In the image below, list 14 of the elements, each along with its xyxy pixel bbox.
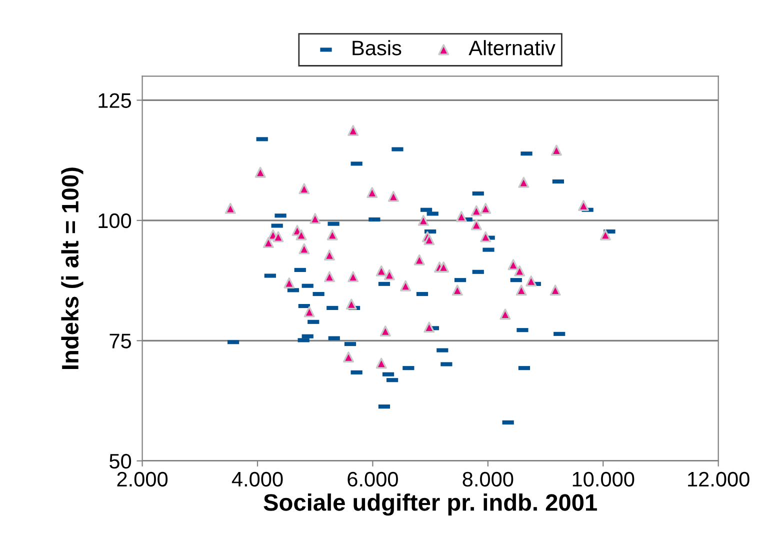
x-tick-label: 10.000	[572, 472, 634, 487]
y-tick-label: 50	[110, 454, 132, 469]
legend-label: Basis	[352, 40, 402, 56]
y-axis-title: Indeks (i alt = 100)	[61, 168, 84, 369]
y-tick-label: 125	[98, 93, 132, 108]
y-tick-label: 75	[110, 334, 131, 348]
legend-label: Alternativ	[468, 40, 556, 56]
x-tick-label: 8.000	[462, 472, 514, 487]
x-tick-label: 12.000	[688, 472, 750, 487]
x-tick-label: 4.000	[232, 472, 283, 487]
x-tick-label: 2.000	[117, 472, 168, 487]
y-tick-label: 100	[98, 213, 132, 228]
x-tick-label: 6.000	[348, 472, 398, 487]
x-axis-title: Sociale udgifter pr. indb. 2001	[264, 493, 597, 516]
